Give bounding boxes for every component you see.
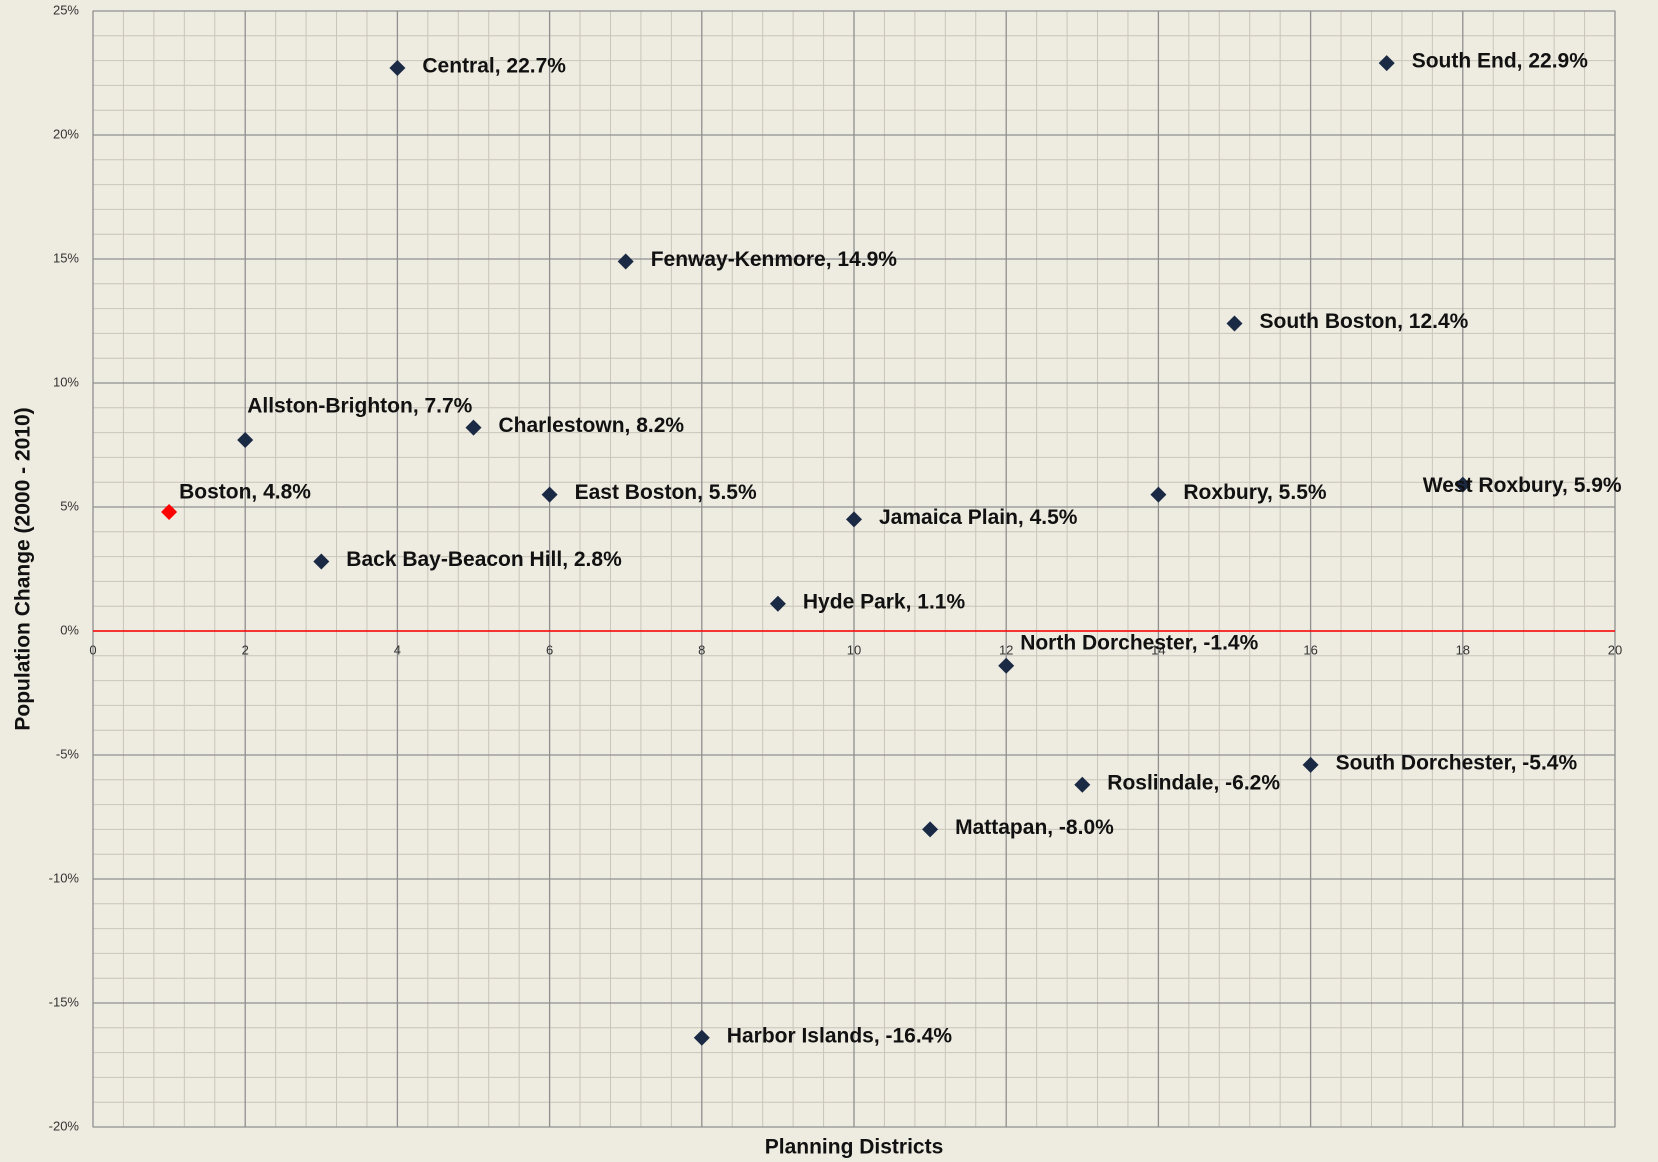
data-point	[237, 432, 254, 449]
data-point	[389, 60, 406, 77]
data-point	[617, 253, 634, 270]
x-tick-label: 2	[242, 642, 249, 657]
data-label: North Dorchester, -1.4%	[1020, 631, 1258, 654]
data-label: Jamaica Plain, 4.5%	[879, 506, 1078, 529]
data-point	[313, 553, 330, 570]
x-tick-label: 10	[847, 642, 861, 657]
y-tick-label: 0%	[60, 622, 79, 637]
x-tick-label: 8	[698, 642, 705, 657]
x-tick-label: 6	[546, 642, 553, 657]
data-point	[1150, 486, 1167, 503]
data-label: Roslindale, -6.2%	[1107, 771, 1280, 794]
y-tick-label: -15%	[49, 994, 80, 1009]
data-point	[465, 419, 482, 436]
data-point	[541, 486, 558, 503]
data-label: Allston-Brighton, 7.7%	[247, 395, 472, 418]
data-label: Harbor Islands, -16.4%	[727, 1024, 953, 1047]
y-tick-label: 5%	[60, 498, 79, 513]
data-point	[922, 821, 939, 838]
y-tick-label: -5%	[56, 746, 80, 761]
x-tick-label: 18	[1456, 642, 1470, 657]
data-point	[846, 511, 862, 528]
data-point	[693, 1029, 710, 1046]
data-label: Fenway-Kenmore, 14.9%	[651, 248, 898, 271]
data-point	[1302, 756, 1319, 773]
x-axis-title: Planning Districts	[765, 1136, 944, 1159]
y-axis-title: Population Change (2000 - 2010)	[12, 407, 35, 730]
data-point	[1226, 315, 1243, 332]
data-label: East Boston, 5.5%	[575, 481, 757, 504]
y-tick-label: -20%	[49, 1118, 80, 1133]
data-point	[1378, 55, 1395, 72]
data-label: West Roxbury, 5.9%	[1423, 474, 1622, 497]
data-point	[1074, 776, 1091, 793]
data-label: Charlestown, 8.2%	[499, 414, 685, 437]
y-tick-label: 20%	[53, 126, 79, 141]
x-tick-label: 12	[999, 642, 1013, 657]
data-label: Boston, 4.8%	[179, 481, 311, 504]
data-point	[1454, 476, 1471, 493]
y-tick-label: 25%	[53, 2, 79, 17]
data-point	[998, 657, 1015, 674]
data-label: Mattapan, -8.0%	[955, 816, 1114, 839]
data-label: South Dorchester, -5.4%	[1336, 751, 1578, 774]
data-point	[161, 503, 178, 520]
data-label: Central, 22.7%	[422, 55, 566, 78]
data-label: South End, 22.9%	[1412, 50, 1589, 73]
y-tick-label: 15%	[53, 250, 79, 265]
x-tick-label: 14	[1151, 642, 1165, 657]
data-point	[769, 595, 786, 612]
data-label: Roxbury, 5.5%	[1183, 481, 1326, 504]
data-label: South Boston, 12.4%	[1260, 310, 1469, 333]
x-tick-label: 4	[394, 642, 401, 657]
y-tick-label: 10%	[53, 374, 79, 389]
y-tick-label: -10%	[49, 870, 80, 885]
x-tick-label: 20	[1608, 642, 1622, 657]
x-tick-label: 16	[1303, 642, 1317, 657]
data-label: Hyde Park, 1.1%	[803, 590, 966, 613]
x-tick-label: 0	[89, 642, 96, 657]
data-label: Back Bay-Beacon Hill, 2.8%	[346, 548, 622, 571]
